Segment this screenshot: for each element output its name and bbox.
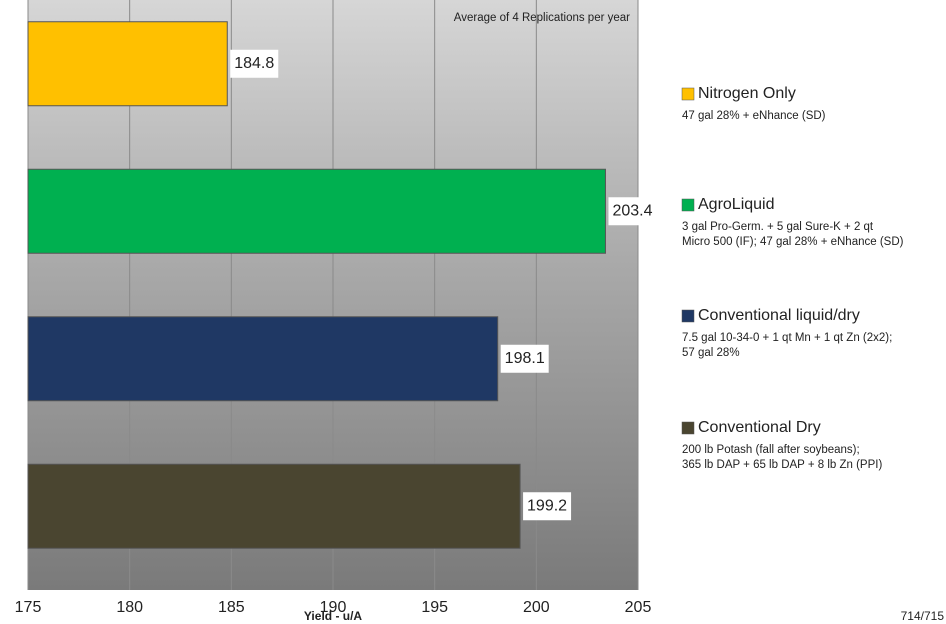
- x-tick-label: 190: [320, 599, 347, 616]
- x-tick-label: 180: [116, 599, 143, 616]
- legend-note: 200 lb Potash (fall after soybeans);: [682, 444, 860, 456]
- x-tick-label: 175: [15, 599, 42, 616]
- value-label: 203.4: [612, 202, 652, 219]
- bar: [27, 168, 606, 254]
- legend-note: 47 gal 28% + eNhance (SD): [682, 110, 826, 122]
- legend-swatch: [681, 309, 695, 323]
- x-tick-label: 200: [523, 599, 550, 616]
- legend-label: Conventional liquid/dry: [698, 307, 860, 324]
- value-label: 184.8: [234, 55, 274, 72]
- value-label: 199.2: [527, 497, 567, 514]
- legend-swatch: [681, 198, 695, 212]
- value-label-box: [230, 49, 279, 78]
- value-label: 198.1: [505, 350, 545, 367]
- bar: [27, 21, 228, 107]
- legend-note: Micro 500 (IF); 47 gal 28% + eNhance (SD…: [682, 236, 904, 248]
- footnote: 714/715: [901, 609, 945, 623]
- legend-label: Conventional Dry: [698, 419, 821, 436]
- bar: [27, 463, 521, 549]
- annotation: Average of 4 Replications per year: [454, 12, 630, 24]
- legend-label: AgroLiquid: [698, 196, 775, 213]
- legend-note: 3 gal Pro-Germ. + 5 gal Sure-K + 2 qt: [682, 221, 874, 233]
- legend-note: 57 gal 28%: [682, 347, 740, 359]
- x-tick-label: 205: [625, 599, 652, 616]
- legend-swatch: [681, 421, 695, 435]
- value-label-box: [608, 197, 657, 226]
- value-label-box: [523, 492, 572, 521]
- x-tick-label: 195: [421, 599, 448, 616]
- legend-note: 365 lb DAP + 65 lb DAP + 8 lb Zn (PPI): [682, 459, 882, 471]
- value-label-box: [500, 344, 549, 373]
- legend-swatch: [681, 87, 695, 101]
- x-tick-label: 185: [218, 599, 245, 616]
- bar: [27, 316, 499, 402]
- x-axis-label: Yield - u/A: [304, 609, 363, 623]
- legend-note: 7.5 gal 10-34-0 + 1 qt Mn + 1 qt Zn (2x2…: [682, 332, 892, 344]
- legend-label: Nitrogen Only: [698, 85, 796, 102]
